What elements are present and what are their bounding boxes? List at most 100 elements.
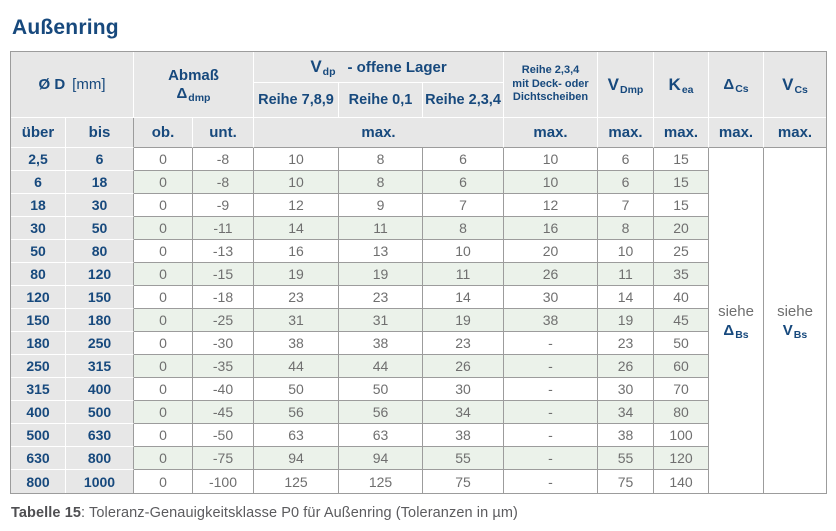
cell-r234: 26 <box>423 355 505 378</box>
cell-r01: 13 <box>339 240 423 263</box>
cell-ob: 0 <box>134 309 193 332</box>
cell-bis: 150 <box>66 286 134 309</box>
cell-vdmp: 7 <box>598 194 655 217</box>
cell-uber: 180 <box>11 332 66 355</box>
cell-ob: 0 <box>134 286 193 309</box>
cell-uber: 400 <box>11 401 66 424</box>
cell-uber: 50 <box>11 240 66 263</box>
document-page: Außenring Ø D [mm] Abmaß Δdmp Vdp - offene… <box>10 14 828 521</box>
cell-sealed: - <box>504 332 599 355</box>
cell-sealed: - <box>504 447 599 470</box>
cell-r01: 8 <box>339 171 423 194</box>
cell-kea: 70 <box>654 378 710 401</box>
cell-kea: 15 <box>654 194 710 217</box>
subheader-max-vdmp: max. <box>598 118 655 148</box>
table-header: Ø D [mm] Abmaß Δdmp Vdp - offene Lager Rei… <box>11 52 827 148</box>
cell-uber: 150 <box>11 309 66 332</box>
cell-r789: 31 <box>254 309 339 332</box>
cell-bis: 500 <box>66 401 134 424</box>
cell-ob: 0 <box>134 148 193 171</box>
header-vdp-text: - offene Lager <box>347 59 447 76</box>
cell-r789: 12 <box>254 194 339 217</box>
header-diameter: Ø D [mm] <box>11 52 134 118</box>
cell-uber: 250 <box>11 355 66 378</box>
header-abmass-label: Abmaß <box>168 67 219 84</box>
header-delta-cs: ΔCs <box>709 52 765 118</box>
cell-kea: 60 <box>654 355 710 378</box>
header-reihe-234: Reihe 2,3,4 <box>423 83 505 118</box>
cell-sealed: 10 <box>504 171 599 194</box>
cell-r789: 10 <box>254 171 339 194</box>
cell-r01: 31 <box>339 309 423 332</box>
see-delta-bs: siehe ΔBs <box>709 148 765 493</box>
cell-vdmp: 55 <box>598 447 655 470</box>
cell-r234: 14 <box>423 286 505 309</box>
cell-ob: 0 <box>134 171 193 194</box>
cell-vdmp: 75 <box>598 470 655 493</box>
cell-sealed: 10 <box>504 148 599 171</box>
cell-unt: -25 <box>193 309 254 332</box>
cell-bis: 315 <box>66 355 134 378</box>
cell-sealed: 16 <box>504 217 599 240</box>
subheader-bis: bis <box>66 118 134 148</box>
cell-unt: -18 <box>193 286 254 309</box>
cell-vdmp: 38 <box>598 424 655 447</box>
cell-bis: 400 <box>66 378 134 401</box>
cell-unt: -11 <box>193 217 254 240</box>
table-row: 2,5 6 0 -8 10 8 6 10 6 15 siehe ΔBs siehe VBs <box>11 148 827 493</box>
cell-r01: 11 <box>339 217 423 240</box>
cell-kea: 15 <box>654 171 710 194</box>
header-kea: Kea <box>654 52 710 118</box>
cell-unt: -75 <box>193 447 254 470</box>
cell-bis: 18 <box>66 171 134 194</box>
page-title: Außenring <box>12 16 119 39</box>
cell-r01: 38 <box>339 332 423 355</box>
cell-uber: 18 <box>11 194 66 217</box>
cell-unt: -8 <box>193 171 254 194</box>
cell-uber: 500 <box>11 424 66 447</box>
cell-bis: 630 <box>66 424 134 447</box>
see-v-bs: siehe VBs <box>764 148 827 493</box>
cell-r01: 23 <box>339 286 423 309</box>
table-row: 6 18 0 -8 10 8 6 10 6 15 <box>11 171 826 194</box>
subheader-max-dcs: max. <box>709 118 765 148</box>
cell-r234: 10 <box>423 240 505 263</box>
cell-r234: 11 <box>423 263 505 286</box>
subheader-ueber: über <box>11 118 66 148</box>
cell-ob: 0 <box>134 470 193 493</box>
header-diameter-symbol: Ø D <box>38 76 66 93</box>
header-vdmp: VDmp <box>598 52 655 118</box>
header-diameter-unit: [mm] <box>72 76 106 93</box>
cell-unt: -8 <box>193 148 254 171</box>
cell-vdmp: 10 <box>598 240 655 263</box>
table-row: 250 315 0 -35 44 44 26-26 60 <box>11 355 826 378</box>
cell-r234: 6 <box>423 171 505 194</box>
cell-r789: 125 <box>254 470 339 493</box>
cell-vdmp: 14 <box>598 286 655 309</box>
cell-uber: 315 <box>11 378 66 401</box>
cell-vdmp: 11 <box>598 263 655 286</box>
header-abmass-symbol: Δdmp <box>176 85 211 104</box>
cell-unt: -50 <box>193 424 254 447</box>
table-body: 2,5 6 0 -8 10 8 6 10 6 15 siehe ΔBs siehe VBs 6 18 0 -8 10… <box>11 148 827 493</box>
cell-ob: 0 <box>134 240 193 263</box>
cell-r234: 7 <box>423 194 505 217</box>
cell-ob: 0 <box>134 194 193 217</box>
caption-text: : Toleranz-Genauigkeitsklasse P0 für Auß… <box>81 505 518 521</box>
cell-kea: 100 <box>654 424 710 447</box>
header-reihe-01: Reihe 0,1 <box>339 83 423 118</box>
cell-ob: 0 <box>134 447 193 470</box>
cell-bis: 180 <box>66 309 134 332</box>
header-abmass: Abmaß Δdmp <box>134 52 254 118</box>
cell-unt: -40 <box>193 378 254 401</box>
table-row: 120 150 0 -18 23 23 14 30 14 40 <box>11 286 826 309</box>
header-vdp-symbol: V <box>310 57 322 76</box>
cell-kea: 40 <box>654 286 710 309</box>
cell-r789: 19 <box>254 263 339 286</box>
subheader-max-vcs: max. <box>764 118 827 148</box>
cell-unt: -35 <box>193 355 254 378</box>
cell-r789: 14 <box>254 217 339 240</box>
cell-bis: 250 <box>66 332 134 355</box>
cell-r234: 6 <box>423 148 505 171</box>
cell-r234: 30 <box>423 378 505 401</box>
